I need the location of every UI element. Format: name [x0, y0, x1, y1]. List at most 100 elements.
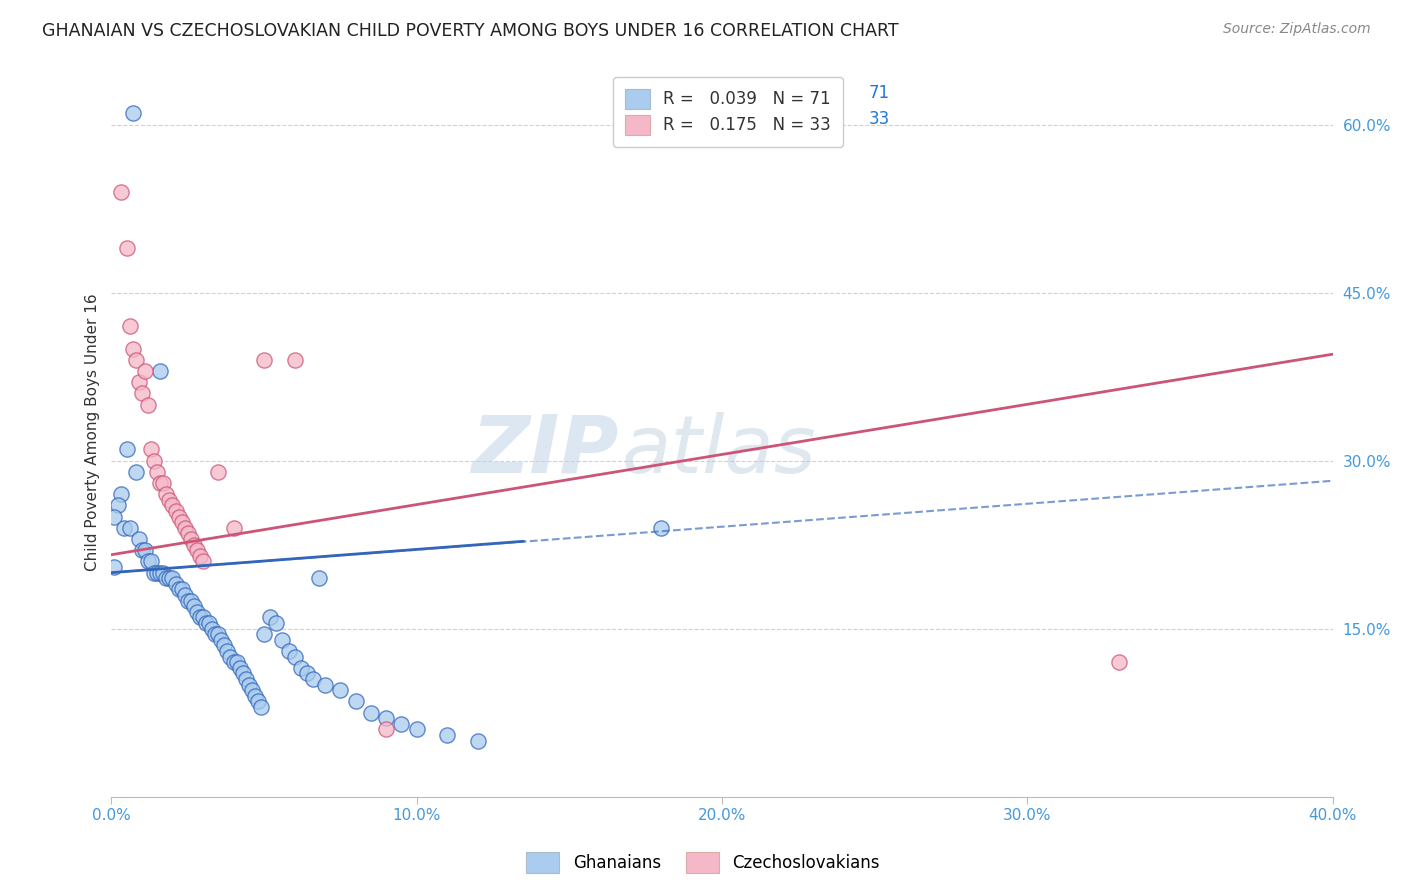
Point [650, 521, 672, 535]
Point [222, 521, 245, 535]
Point [375, 711, 398, 725]
Point [183, 599, 205, 614]
Point [115, 442, 138, 457]
Point [136, 554, 159, 568]
Point [314, 678, 336, 692]
Point [131, 386, 153, 401]
Text: 0.175: 0.175 [733, 110, 779, 128]
Point [191, 610, 214, 624]
Point [183, 538, 205, 552]
Point [149, 566, 172, 580]
Point [143, 453, 166, 467]
Point [162, 499, 184, 513]
Point [204, 627, 226, 641]
Point [121, 342, 143, 356]
Point [329, 683, 352, 698]
Point [308, 571, 330, 585]
Text: 71: 71 [869, 84, 890, 102]
Point [167, 509, 190, 524]
Point [344, 694, 367, 708]
Point [167, 582, 190, 597]
Point [253, 627, 276, 641]
Point [284, 649, 307, 664]
Point [103, 509, 125, 524]
Point [246, 694, 269, 708]
Point [143, 566, 166, 580]
Point [162, 571, 184, 585]
Point [177, 593, 200, 607]
Point [121, 106, 143, 120]
Legend: Ghanaians, Czechoslovakians: Ghanaians, Czechoslovakians [519, 846, 887, 880]
Text: ZIP: ZIP [471, 412, 619, 490]
Point [103, 560, 125, 574]
Point [217, 644, 239, 658]
Point [149, 364, 172, 378]
Point [173, 588, 195, 602]
Point [238, 678, 260, 692]
Point [302, 672, 325, 686]
Point [228, 661, 250, 675]
Point [259, 610, 281, 624]
Legend: R =   0.039   N = 71, R =   0.175   N = 33: R = 0.039 N = 71, R = 0.175 N = 33 [613, 77, 844, 146]
Point [170, 582, 193, 597]
Point [225, 655, 247, 669]
Point [134, 543, 156, 558]
Point [155, 487, 177, 501]
Point [405, 723, 427, 737]
Point [173, 521, 195, 535]
Point [467, 733, 489, 747]
Point [243, 689, 266, 703]
Point [159, 492, 181, 507]
Point [180, 593, 202, 607]
Point [128, 375, 150, 389]
Point [214, 639, 236, 653]
Point [209, 632, 232, 647]
Point [128, 532, 150, 546]
Point [136, 398, 159, 412]
Point [375, 723, 398, 737]
Point [232, 666, 254, 681]
Point [118, 319, 141, 334]
Point [290, 661, 312, 675]
Point [170, 515, 193, 529]
Text: GHANAIAN VS CZECHOSLOVAKIAN CHILD POVERTY AMONG BOYS UNDER 16 CORRELATION CHART: GHANAIAN VS CZECHOSLOVAKIAN CHILD POVERT… [42, 22, 898, 40]
Point [112, 521, 135, 535]
Point [110, 185, 132, 199]
Point [152, 475, 174, 490]
Point [253, 352, 276, 367]
Point [110, 487, 132, 501]
Text: 0.039: 0.039 [733, 84, 779, 102]
Text: 33: 33 [869, 110, 890, 128]
Point [188, 610, 211, 624]
Point [188, 549, 211, 563]
Point [177, 526, 200, 541]
Point [201, 622, 224, 636]
Point [152, 566, 174, 580]
Point [250, 700, 273, 714]
Point [107, 499, 129, 513]
Point [155, 571, 177, 585]
Point [191, 554, 214, 568]
Point [118, 521, 141, 535]
Point [165, 577, 187, 591]
Point [159, 571, 181, 585]
Point [207, 465, 229, 479]
Point [139, 554, 162, 568]
Point [391, 717, 413, 731]
Point [436, 728, 458, 742]
Point [134, 364, 156, 378]
Point [186, 605, 208, 619]
Point [198, 615, 221, 630]
Point [1108, 655, 1130, 669]
Text: Source: ZipAtlas.com: Source: ZipAtlas.com [1223, 22, 1371, 37]
Point [139, 442, 162, 457]
Point [186, 543, 208, 558]
Point [115, 241, 138, 255]
Point [240, 683, 263, 698]
Point [266, 615, 288, 630]
Point [271, 632, 294, 647]
Point [207, 627, 229, 641]
Point [131, 543, 153, 558]
Point [219, 649, 242, 664]
Point [125, 352, 148, 367]
